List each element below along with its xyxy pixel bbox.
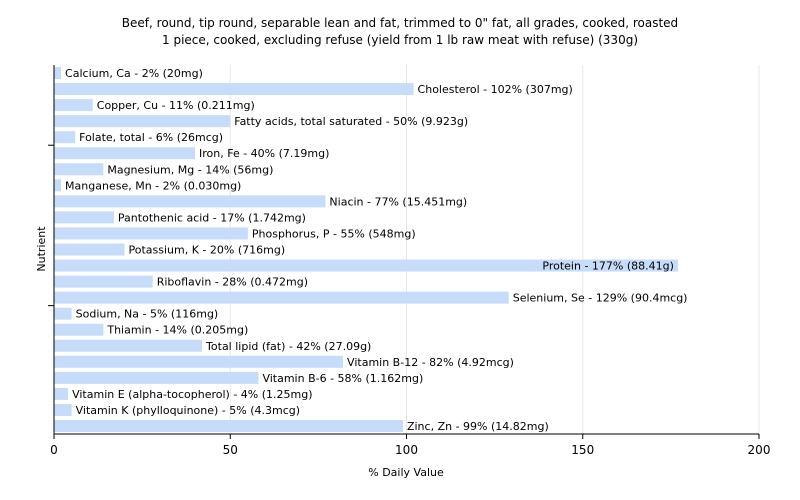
y-axis-label: Nutrient — [35, 226, 48, 272]
bar — [54, 419, 403, 432]
bar-label: Iron, Fe - 40% (7.19mg) — [199, 147, 329, 160]
bar — [54, 355, 344, 368]
x-tick-label: 200 — [748, 443, 771, 457]
bar — [54, 275, 153, 288]
bar — [54, 387, 69, 400]
bar-label: Sodium, Na - 5% (116mg) — [76, 308, 219, 321]
bar — [54, 115, 231, 128]
bar-label: Selenium, Se - 129% (90.4mcg) — [513, 292, 688, 305]
axes — [48, 65, 760, 439]
bar — [54, 99, 93, 112]
bar-label: Niacin - 77% (15.451mg) — [329, 195, 467, 208]
bar — [54, 67, 62, 80]
bar — [54, 307, 72, 320]
chart-subtitle: 1 piece, cooked, excluding refuse (yield… — [162, 33, 638, 47]
bar-label: Vitamin B-6 - 58% (1.162mg) — [262, 372, 423, 385]
bar-label: Vitamin B-12 - 82% (4.92mcg) — [347, 356, 514, 369]
bar — [54, 339, 203, 352]
bar-label: Total lipid (fat) - 42% (27.09g) — [205, 340, 371, 353]
bar — [54, 83, 414, 96]
bar-label: Fatty acids, total saturated - 50% (9.92… — [234, 115, 468, 128]
bar-label: Cholesterol - 102% (307mg) — [418, 83, 573, 96]
x-axis-label: % Daily Value — [368, 466, 444, 479]
x-tick-labels: 0 50 100 150 200 — [50, 443, 770, 457]
bar — [54, 403, 72, 416]
bar-label: Calcium, Ca - 2% (20mg) — [65, 67, 203, 80]
x-tick-label: 100 — [395, 443, 418, 457]
bar — [54, 131, 76, 144]
bar-label: Folate, total - 6% (26mcg) — [79, 131, 223, 144]
x-tick-label: 0 — [50, 443, 58, 457]
x-tick-label: 50 — [223, 443, 238, 457]
bar-label: Manganese, Mn - 2% (0.030mg) — [65, 179, 241, 192]
chart-title: Beef, round, tip round, separable lean a… — [122, 16, 678, 30]
bar — [54, 195, 326, 208]
bar-label: Zinc, Zn - 99% (14.82mg) — [407, 420, 549, 433]
x-tick-label: 150 — [571, 443, 594, 457]
bar-label: Copper, Cu - 11% (0.211mg) — [97, 99, 255, 112]
bar — [54, 291, 509, 304]
bar-label: Riboflavin - 28% (0.472mg) — [157, 276, 308, 289]
bar-label: Vitamin K (phylloquinone) - 5% (4.3mcg) — [76, 404, 300, 417]
bar — [54, 323, 104, 336]
bar-label: Magnesium, Mg - 14% (56mg) — [107, 163, 273, 176]
bar — [54, 179, 62, 192]
bar — [54, 163, 104, 176]
bar — [54, 259, 678, 272]
bars: Calcium, Ca - 2% (20mg) Cholesterol - 102… — [54, 67, 687, 433]
bar-label: Vitamin E (alpha-tocopherol) - 4% (1.25m… — [72, 388, 312, 401]
bar-label: Potassium, K - 20% (716mg) — [129, 244, 286, 257]
bar — [54, 211, 114, 224]
bar-label: Pantothenic acid - 17% (1.742mg) — [118, 211, 306, 224]
bar-label: Phosphorus, P - 55% (548mg) — [252, 227, 416, 240]
bar — [54, 147, 195, 160]
bar-label: Thiamin - 14% (0.205mg) — [106, 324, 248, 337]
bar-label: Protein - 177% (88.41g) — [542, 260, 674, 273]
bar — [54, 227, 248, 240]
bar — [54, 371, 259, 384]
bar — [54, 243, 125, 256]
